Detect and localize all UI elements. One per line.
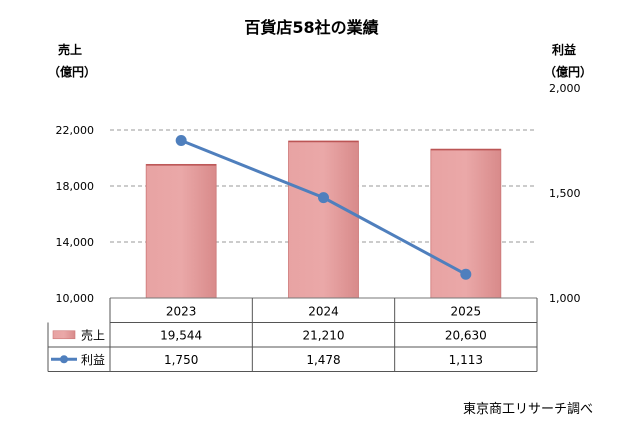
data-value: 1,113: [449, 353, 483, 367]
left-tick-label: 22,000: [56, 124, 95, 137]
category-label: 2023: [166, 304, 197, 318]
right-axis-label-line1: 利益: [552, 43, 577, 57]
data-table: 2023 2024 2025 売上 19,544 21,210 20,630 利益 1,750 1…: [47, 297, 538, 372]
profit-line: [175, 135, 472, 280]
right-axis-label: 利益 （億円）: [544, 42, 592, 80]
tick-labels: 10,000 14,000 18,000 22,000 1,000 1,500 2,000: [56, 82, 581, 305]
right-tick-label: 1,500: [549, 187, 581, 200]
source-note: 東京商工リサーチ調べ: [462, 402, 593, 417]
bars: [145, 140, 502, 299]
data-value: 20,630: [445, 328, 487, 342]
legend-key-marker: [60, 355, 68, 364]
series-name: 売上: [81, 327, 105, 342]
category-label: 2025: [451, 304, 482, 318]
right-tick-label: 2,000: [549, 82, 581, 95]
bar: [288, 140, 359, 299]
series-name: 利益: [81, 353, 105, 367]
left-axis-label: 売上 （億円）: [48, 42, 96, 80]
left-axis-label-line2: （億円）: [48, 65, 97, 79]
profit-point: [318, 192, 329, 204]
category-label: 2024: [308, 304, 339, 318]
data-value: 1,750: [164, 353, 198, 367]
bar: [145, 163, 217, 299]
left-tick-label: 14,000: [56, 236, 95, 249]
data-value: 19,544: [160, 328, 202, 342]
data-value: 1,478: [306, 353, 340, 367]
chart-title: 百貨店58社の業績: [244, 18, 379, 37]
legend-key-bar: [52, 330, 76, 340]
profit-point: [175, 135, 187, 146]
left-tick-label: 18,000: [56, 180, 95, 193]
data-value: 21,210: [303, 328, 345, 342]
profit-point: [460, 268, 472, 280]
right-tick-label: 1,000: [549, 292, 581, 305]
right-axis-label-line2: （億円）: [544, 65, 593, 79]
left-axis-label-line1: 売上: [58, 43, 83, 57]
left-tick-label: 10,000: [56, 292, 95, 305]
